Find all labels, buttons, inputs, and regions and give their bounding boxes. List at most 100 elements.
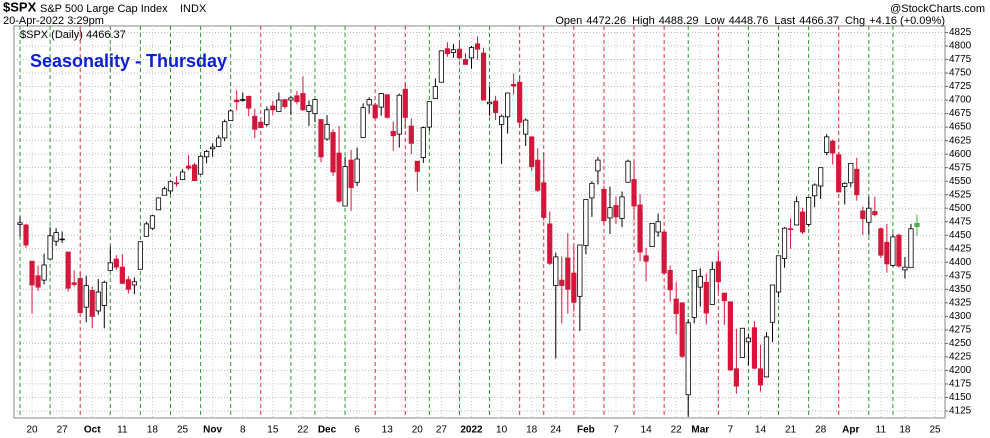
quote-label: Open <box>555 15 582 27</box>
candle-body <box>197 155 204 175</box>
x-tick-label: 13 <box>382 425 394 436</box>
candle-body <box>709 268 715 305</box>
chart-title: Seasonality - Thursday <box>30 51 227 71</box>
candle-body <box>306 105 312 112</box>
candle-body <box>691 269 697 318</box>
y-tick-label: 4575 <box>949 162 972 173</box>
candle-body <box>276 99 282 112</box>
candle-body <box>619 196 625 219</box>
candle-body <box>396 94 402 135</box>
y-tick-label: 4725 <box>949 81 972 92</box>
candle-body <box>173 182 180 185</box>
y-tick-label: 4650 <box>949 122 972 133</box>
candle-body <box>191 164 198 182</box>
candle-body <box>348 159 354 189</box>
watermark: @StockCharts.com <box>890 3 985 15</box>
candle-body <box>402 88 408 118</box>
candle-body <box>179 171 186 180</box>
grid <box>14 26 948 418</box>
x-tick-label: Dec <box>318 425 337 436</box>
candle-body <box>848 162 854 184</box>
candle-body <box>300 93 306 111</box>
y-tick-label: 4500 <box>949 203 972 214</box>
y-tick-label: 4800 <box>949 41 972 52</box>
candle-body <box>468 47 475 59</box>
x-tick-label: 20 <box>26 425 38 436</box>
candle-body <box>330 132 336 173</box>
candle-body <box>185 165 192 169</box>
x-tick-label: Apr <box>842 425 859 436</box>
candle-body <box>360 107 366 138</box>
candle-body <box>47 235 53 260</box>
timestamp: 20-Apr-2022 3:29pm <box>3 15 104 27</box>
x-tick-label: 25 <box>929 425 941 436</box>
quote-value: 4488.29 <box>659 15 699 27</box>
candle-body <box>53 232 59 242</box>
x-tick-label: 24 <box>550 425 562 436</box>
candle-body <box>125 279 131 290</box>
candle-body <box>787 228 794 230</box>
candle-body <box>240 99 246 101</box>
candle-body <box>667 269 673 291</box>
y-tick-label: 4675 <box>949 108 972 119</box>
quote-value: 4466.37 <box>799 15 839 27</box>
candle-body <box>529 136 535 167</box>
candle-body <box>89 289 95 317</box>
x-tick-label: 10 <box>496 425 508 436</box>
candle-body <box>234 99 240 103</box>
candle-body <box>631 179 637 207</box>
candle-body <box>697 275 703 288</box>
quote-label: Low <box>704 15 724 27</box>
y-tick-label: 4150 <box>949 392 972 403</box>
candle-body <box>757 368 764 386</box>
candle-body <box>288 97 294 101</box>
candle-body <box>721 292 727 302</box>
quote-value: 4472.26 <box>586 15 626 27</box>
x-tick-label: Oct <box>84 425 101 436</box>
candle-body <box>559 279 565 286</box>
y-tick-label: 4625 <box>949 135 972 146</box>
candle-body <box>149 215 156 229</box>
candle-body <box>793 201 800 226</box>
y-tick-label: 4550 <box>949 176 972 187</box>
candle-body <box>571 272 577 303</box>
candle-body <box>450 49 457 53</box>
candle-body <box>679 302 685 357</box>
candle-body <box>414 160 420 172</box>
candle-body <box>800 211 806 233</box>
candle-body <box>806 196 812 225</box>
y-tick-label: 4125 <box>949 406 972 417</box>
candle-body <box>29 260 35 286</box>
candle-body <box>41 264 47 281</box>
index-name: S&P 500 Large Cap Index <box>40 3 168 15</box>
candle-body <box>71 282 77 285</box>
candle-body <box>517 81 523 123</box>
candle-body <box>498 115 505 125</box>
candle-body <box>884 241 890 265</box>
candle-body <box>842 182 848 187</box>
x-tick-label: 8 <box>240 425 246 436</box>
candle-body <box>480 52 487 101</box>
candle-body <box>565 257 571 290</box>
candle-body <box>161 188 168 196</box>
candle-body <box>595 159 601 172</box>
candle-body <box>101 281 107 306</box>
candle-body <box>342 166 348 207</box>
y-tick-label: 4700 <box>949 95 972 106</box>
candle-body <box>583 199 589 246</box>
candle-body <box>625 160 631 183</box>
candle-body <box>462 59 469 65</box>
candle-body <box>902 266 908 271</box>
x-tick-label: 28 <box>815 425 827 436</box>
candle-body <box>775 255 782 293</box>
y-tick-label: 4600 <box>949 149 972 160</box>
candle-body <box>745 337 752 343</box>
y-tick-label: 4225 <box>949 352 972 363</box>
x-tick-label: 7 <box>613 425 619 436</box>
candle-body <box>854 168 860 196</box>
candle-body <box>354 158 360 183</box>
candle-body <box>824 136 830 153</box>
quote-label: Chg <box>845 15 865 27</box>
x-tick-label: 14 <box>755 425 767 436</box>
